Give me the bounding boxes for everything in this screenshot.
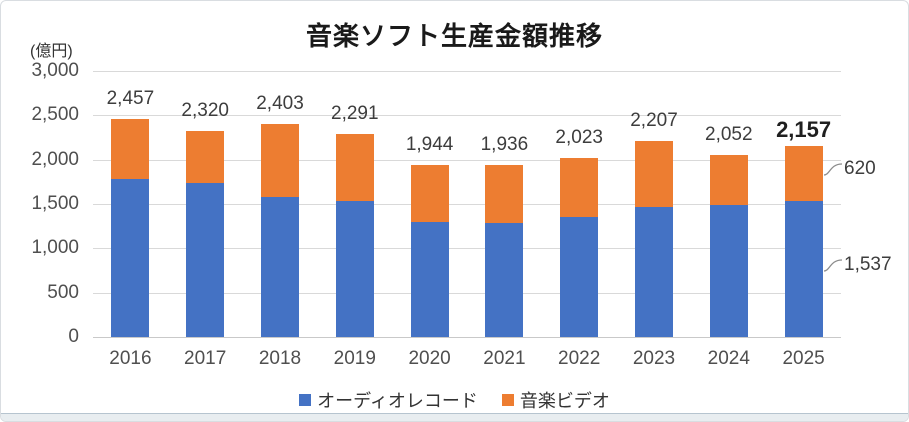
y-tick-label: 3,000	[31, 60, 79, 81]
bar-segment-audio-2021	[485, 223, 524, 337]
gridline	[93, 115, 841, 117]
bar-segment-video-2016	[111, 119, 150, 180]
gridline	[93, 204, 841, 205]
bar-segment-audio-2017	[186, 183, 225, 337]
x-axis-label: 2019	[333, 348, 376, 369]
legend-swatch-video	[501, 394, 514, 406]
bar-segment-audio-2024	[709, 204, 748, 337]
bar-segment-video-2017	[186, 131, 225, 184]
legend-item-audio: オーディオレコード	[299, 387, 478, 413]
x-axis-label: 2018	[258, 348, 302, 369]
bar-total-label: 2,320	[181, 100, 229, 122]
y-tick-label: 500	[47, 281, 79, 303]
bar-segment-audio-2022	[560, 216, 599, 337]
legend-label: オーディオレコード	[317, 391, 478, 411]
bar-segment-video-2024	[709, 155, 748, 205]
annotation-leader-line	[823, 259, 843, 272]
x-axis-label: 2024	[707, 348, 750, 369]
x-axis-label: 2022	[558, 348, 601, 369]
bar-segment-video-2020	[410, 164, 449, 222]
bar-segment-audio-2025	[784, 200, 823, 337]
annotation-label: 1,537	[844, 253, 892, 275]
y-axis-unit-label: (億円)	[30, 43, 73, 60]
bar-segment-video-2019	[335, 133, 374, 202]
window-bottom-edge	[1, 413, 908, 421]
bar-segment-video-2022	[560, 157, 599, 217]
chart-title: 音楽ソフト生産金額推移	[305, 21, 603, 51]
x-axis-label: 2023	[632, 348, 676, 369]
bar-segment-video-2025	[784, 145, 823, 201]
bar-total-label: 2,157	[776, 116, 832, 142]
annotation-leader-line	[823, 163, 843, 176]
gridline	[93, 71, 841, 72]
x-axis-label: 2021	[483, 348, 526, 369]
legend-swatch-audio	[299, 394, 312, 406]
bar-total-label: 1,944	[405, 133, 454, 155]
gridline	[93, 292, 841, 294]
bar-segment-audio-2018	[261, 197, 299, 337]
annotation-label: 620	[844, 158, 876, 180]
bar-total-label: 2,457	[106, 88, 155, 110]
y-tick-label: 1,500	[31, 193, 79, 214]
chart-legend: オーディオレコード 音楽ビデオ	[1, 387, 908, 413]
y-tick-label: 0	[68, 326, 79, 347]
bar-total-label: 2,207	[630, 110, 678, 132]
x-axis-label: 2025	[782, 348, 825, 369]
legend-label: 音楽ビデオ	[519, 391, 610, 411]
gridline	[93, 248, 841, 250]
bar-total-label: 2,023	[555, 126, 603, 148]
bar-total-label: 2,403	[256, 92, 304, 114]
x-axis-label: 2016	[109, 348, 152, 369]
x-axis-label: 2020	[408, 348, 451, 369]
bar-segment-audio-2023	[635, 207, 673, 337]
bar-total-label: 2,052	[705, 124, 753, 146]
legend-item-video: 音楽ビデオ	[501, 387, 610, 413]
y-tick-label: 2,500	[31, 104, 79, 126]
bar-total-label: 1,936	[480, 134, 529, 156]
bar-segment-video-2018	[261, 123, 299, 198]
x-axis-line	[93, 337, 841, 338]
bar-segment-audio-2016	[111, 179, 150, 337]
bar-segment-video-2021	[485, 165, 524, 223]
gridline	[93, 159, 841, 161]
y-tick-label: 2,000	[31, 148, 79, 170]
bar-total-label: 2,291	[331, 102, 379, 124]
bar-segment-video-2023	[635, 141, 673, 208]
bar-segment-audio-2020	[410, 221, 449, 337]
bar-segment-audio-2019	[335, 201, 374, 337]
x-axis-label: 2017	[184, 348, 227, 369]
y-tick-label: 1,000	[31, 237, 79, 259]
